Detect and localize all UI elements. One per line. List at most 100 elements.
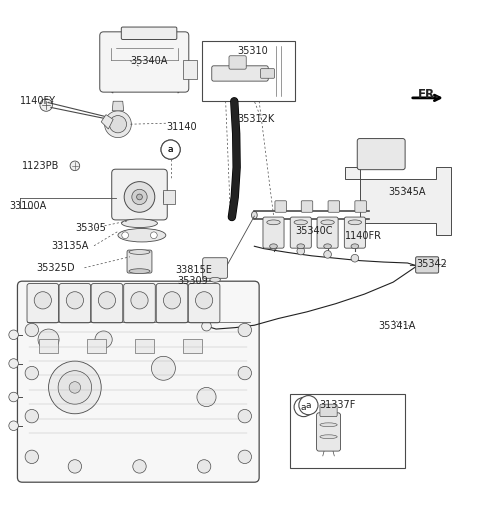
Ellipse shape — [118, 228, 166, 242]
Circle shape — [238, 367, 252, 380]
FancyBboxPatch shape — [121, 27, 177, 39]
FancyBboxPatch shape — [355, 201, 366, 213]
Circle shape — [161, 140, 180, 159]
Circle shape — [278, 204, 284, 209]
Text: FR.: FR. — [418, 88, 440, 101]
Circle shape — [9, 421, 18, 430]
Text: 33135A: 33135A — [51, 241, 88, 251]
Circle shape — [34, 292, 51, 309]
Polygon shape — [345, 167, 451, 235]
FancyBboxPatch shape — [344, 217, 365, 248]
Circle shape — [238, 409, 252, 423]
FancyBboxPatch shape — [357, 138, 405, 170]
Circle shape — [25, 450, 38, 463]
FancyBboxPatch shape — [317, 217, 338, 248]
Circle shape — [38, 329, 59, 350]
FancyBboxPatch shape — [212, 66, 268, 81]
Circle shape — [95, 331, 112, 348]
Text: 35312K: 35312K — [238, 115, 275, 125]
Text: 35342: 35342 — [416, 259, 447, 269]
Text: 1140FY: 1140FY — [20, 96, 56, 106]
FancyBboxPatch shape — [203, 258, 228, 278]
Circle shape — [105, 111, 132, 138]
FancyBboxPatch shape — [17, 281, 259, 482]
Circle shape — [161, 140, 180, 159]
Text: 31337F: 31337F — [319, 400, 355, 410]
FancyBboxPatch shape — [301, 201, 313, 213]
Circle shape — [131, 292, 148, 309]
Text: 35340C: 35340C — [295, 226, 333, 236]
Polygon shape — [360, 158, 403, 167]
Ellipse shape — [351, 244, 359, 249]
Circle shape — [324, 250, 331, 258]
Circle shape — [270, 242, 277, 250]
Circle shape — [294, 398, 313, 417]
Circle shape — [9, 359, 18, 368]
Text: 31140: 31140 — [166, 122, 196, 132]
Circle shape — [151, 232, 157, 239]
FancyBboxPatch shape — [100, 32, 189, 92]
Ellipse shape — [320, 423, 337, 427]
Circle shape — [137, 194, 143, 200]
Text: a: a — [168, 145, 173, 154]
FancyBboxPatch shape — [320, 404, 337, 417]
Text: 35310: 35310 — [238, 46, 268, 56]
Circle shape — [238, 450, 252, 463]
FancyBboxPatch shape — [156, 284, 188, 323]
Circle shape — [69, 382, 81, 393]
Ellipse shape — [294, 220, 308, 225]
Circle shape — [66, 292, 84, 309]
FancyBboxPatch shape — [328, 201, 339, 213]
Bar — [135, 339, 154, 353]
Circle shape — [202, 321, 211, 331]
Text: 33815E: 33815E — [175, 265, 212, 275]
Bar — [182, 339, 202, 353]
Ellipse shape — [129, 269, 150, 274]
Circle shape — [98, 292, 116, 309]
Circle shape — [25, 409, 38, 423]
Circle shape — [304, 204, 310, 209]
Text: 33100A: 33100A — [9, 200, 47, 210]
FancyBboxPatch shape — [317, 413, 340, 451]
FancyBboxPatch shape — [91, 284, 123, 323]
Circle shape — [195, 292, 213, 309]
Polygon shape — [101, 36, 187, 93]
Circle shape — [122, 232, 129, 239]
FancyBboxPatch shape — [275, 201, 287, 213]
Ellipse shape — [270, 244, 277, 249]
Text: 35340A: 35340A — [130, 56, 168, 66]
Circle shape — [299, 396, 318, 414]
Circle shape — [132, 189, 147, 205]
Text: 35309: 35309 — [178, 276, 208, 286]
Circle shape — [256, 70, 263, 77]
FancyBboxPatch shape — [59, 284, 91, 323]
Circle shape — [48, 361, 101, 414]
Circle shape — [331, 204, 336, 209]
Circle shape — [197, 460, 211, 473]
Text: 35341A: 35341A — [379, 321, 416, 331]
Circle shape — [213, 277, 217, 282]
Circle shape — [297, 247, 305, 255]
Circle shape — [358, 204, 363, 209]
Polygon shape — [163, 190, 175, 204]
Ellipse shape — [252, 211, 257, 219]
Circle shape — [58, 371, 92, 404]
Circle shape — [9, 392, 18, 402]
Circle shape — [216, 69, 226, 78]
Text: 35325D: 35325D — [36, 263, 75, 273]
FancyBboxPatch shape — [263, 217, 284, 248]
Ellipse shape — [121, 219, 157, 228]
Bar — [290, 393, 405, 468]
Circle shape — [124, 181, 155, 213]
Text: 1140FR: 1140FR — [345, 231, 382, 241]
Ellipse shape — [210, 277, 220, 282]
FancyBboxPatch shape — [27, 284, 59, 323]
FancyBboxPatch shape — [229, 56, 246, 69]
FancyBboxPatch shape — [416, 257, 439, 273]
FancyBboxPatch shape — [124, 284, 156, 323]
FancyBboxPatch shape — [112, 169, 167, 220]
Text: a: a — [306, 401, 311, 410]
Ellipse shape — [129, 250, 150, 255]
FancyBboxPatch shape — [127, 250, 152, 273]
Circle shape — [109, 116, 127, 133]
